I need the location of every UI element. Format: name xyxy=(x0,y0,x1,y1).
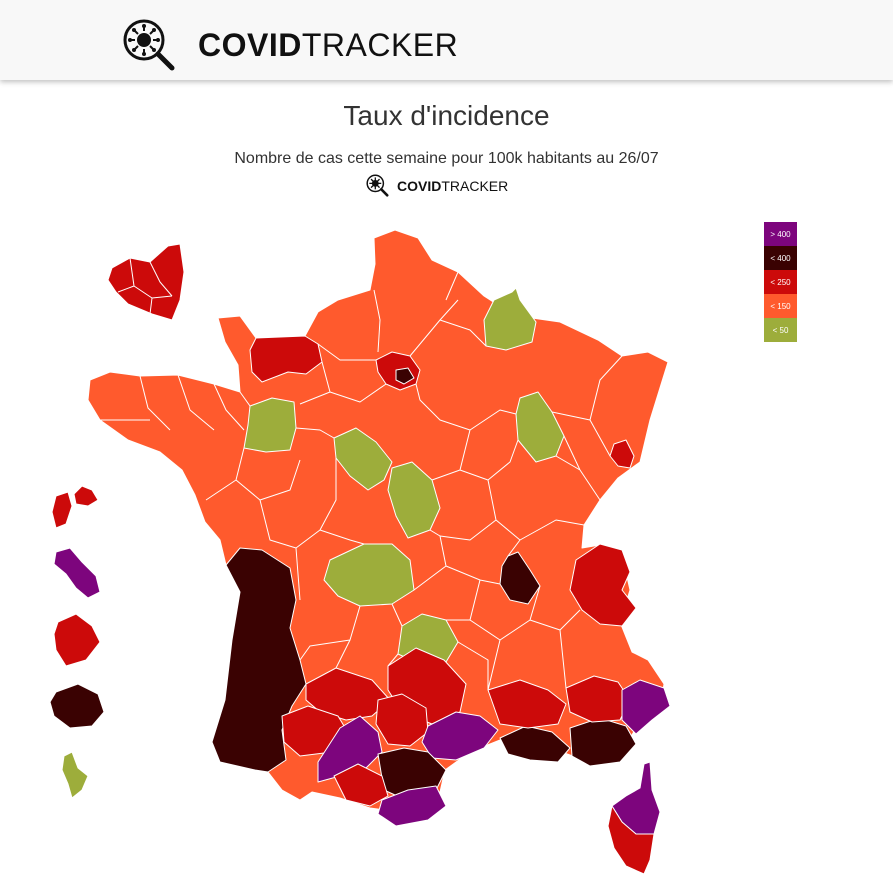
page-subtitle: Nombre de cas cette semaine pour 100k ha… xyxy=(234,150,659,167)
legend-item-below-50: < 50 xyxy=(764,318,797,342)
region-mayotte xyxy=(61,751,89,799)
legend-item-above-400: > 400 xyxy=(764,222,797,246)
page-title: Taux d'incidence xyxy=(343,100,550,131)
legend-item-below-400: < 400 xyxy=(764,246,797,270)
region-savoie xyxy=(569,543,637,627)
chart-brand-watermark: COVIDTRACKER xyxy=(365,174,508,197)
region-lot-et-garonne xyxy=(305,667,391,721)
virus-magnifier-icon xyxy=(366,174,389,197)
region-herault-gard xyxy=(421,711,499,761)
chart-brand-name: COVIDTRACKER xyxy=(397,177,509,194)
region-alpes-maritimes xyxy=(621,679,671,735)
department-borders xyxy=(100,271,623,691)
region-creuse xyxy=(323,543,415,607)
region-guadeloupe xyxy=(51,485,99,529)
region-ardennes xyxy=(483,287,537,351)
legend-item-below-150: < 150 xyxy=(764,294,797,318)
region-pyrenees-orientales xyxy=(377,785,447,827)
region-corse-du-sud xyxy=(607,805,655,875)
region-rhone xyxy=(499,551,541,605)
france-incidence-map xyxy=(49,229,671,875)
region-centre-west xyxy=(333,427,393,491)
region-calvados xyxy=(249,335,323,383)
app-header: COVIDTRACKER xyxy=(0,0,893,80)
inset-borders xyxy=(117,257,173,315)
virus-magnifier-icon xyxy=(123,19,175,71)
region-vaucluse xyxy=(487,679,567,729)
inset-ile-de-france xyxy=(107,243,185,321)
brand-name: COVIDTRACKER xyxy=(198,26,459,63)
region-ariege xyxy=(333,763,389,807)
region-tarn xyxy=(375,693,429,747)
legend-item-below-250: < 250 xyxy=(764,270,797,294)
region-mayenne xyxy=(243,397,297,453)
region-paris xyxy=(395,367,415,385)
region-guyane xyxy=(53,613,101,667)
brand-logo[interactable]: COVIDTRACKER xyxy=(120,18,458,72)
region-martinique xyxy=(53,547,101,599)
map-legend: > 400 < 400 < 250 < 150 < 50 xyxy=(764,222,797,342)
region-reunion xyxy=(49,683,105,729)
